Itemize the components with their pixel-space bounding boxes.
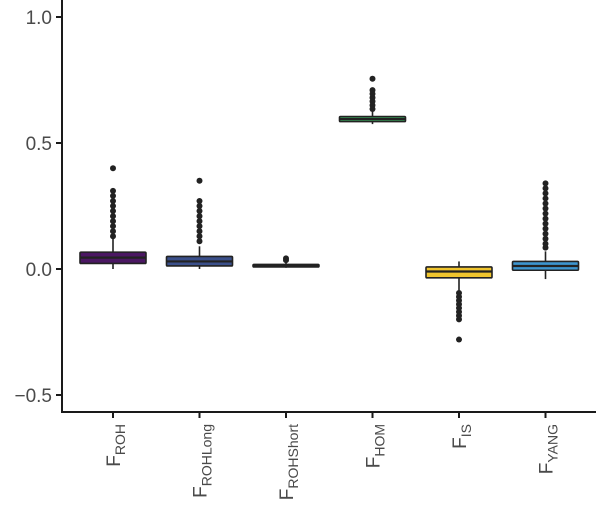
box-is — [425, 261, 493, 343]
outlier-point — [369, 87, 376, 94]
y-tick-label: 1.0 — [26, 8, 52, 29]
outlier-point — [110, 228, 116, 235]
outlier-point — [110, 187, 116, 194]
boxes-layer — [79, 75, 580, 343]
outlier-point — [456, 316, 462, 323]
outlier-point — [196, 223, 203, 230]
x-tick-label: FYANG — [537, 424, 561, 474]
outlier-point — [110, 218, 116, 225]
outlier-point — [283, 255, 289, 262]
outlier-point — [542, 225, 549, 232]
outlier-point — [542, 200, 549, 207]
y-axis-ticks: 1.0 0.5 0.0 −0.5 — [14, 8, 62, 407]
label-base: F — [191, 486, 212, 498]
outlier-point — [542, 180, 549, 187]
y-tick-label: −0.5 — [14, 386, 52, 407]
label-subscript: ROHShort — [285, 424, 301, 489]
outlier-point — [196, 213, 203, 220]
outlier-point — [456, 336, 462, 343]
label-subscript: HOM — [372, 424, 388, 457]
label-subscript: IS — [458, 424, 474, 437]
outlier-point — [110, 213, 116, 220]
label-base: F — [104, 455, 125, 467]
outlier-point — [542, 210, 549, 217]
x-tick-label: FROH — [104, 424, 128, 467]
outlier-point — [542, 235, 549, 242]
outlier-point — [110, 165, 116, 172]
label-subscript: ROH — [112, 424, 128, 455]
outlier-point — [542, 205, 549, 212]
outlier-point — [196, 203, 203, 209]
outlier-point — [196, 238, 203, 245]
x-tick-label: FROHShort — [277, 424, 301, 500]
outlier-point — [542, 230, 549, 237]
label-base: F — [450, 437, 471, 449]
outlier-point — [196, 197, 203, 204]
box-rohlong — [165, 177, 234, 269]
x-tick-label: FIS — [450, 424, 474, 449]
outlier-point — [110, 192, 116, 199]
outlier-point — [196, 208, 203, 215]
outlier-point — [110, 208, 116, 215]
outlier-point — [542, 240, 549, 247]
label-subscript: ROHLong — [199, 424, 215, 486]
outlier-point — [542, 185, 549, 192]
box-hom — [338, 75, 407, 125]
y-tick-label: 0.5 — [26, 134, 52, 155]
outlier-point — [542, 195, 549, 202]
outlier-point — [196, 228, 203, 235]
outlier-point — [542, 215, 549, 222]
outlier-point — [196, 177, 203, 184]
box-roh — [79, 165, 147, 269]
outlier-point — [110, 223, 116, 230]
outlier-point — [110, 203, 116, 209]
outlier-point — [196, 233, 203, 240]
y-tick-label: 0.0 — [26, 260, 52, 281]
outlier-point — [369, 75, 376, 82]
outlier-point — [196, 218, 203, 225]
label-subscript: YANG — [545, 424, 561, 463]
outlier-point — [110, 233, 116, 240]
box-rohshort — [252, 255, 320, 268]
box-yang — [511, 180, 580, 280]
outlier-point — [110, 197, 116, 204]
label-base: F — [277, 489, 298, 501]
outlier-point — [542, 190, 549, 197]
x-tick-label: FHOM — [364, 424, 388, 468]
outlier-point — [542, 220, 549, 227]
label-base: F — [364, 457, 385, 469]
x-tick-label: FROHLong — [191, 424, 215, 498]
label-base: F — [537, 463, 558, 475]
